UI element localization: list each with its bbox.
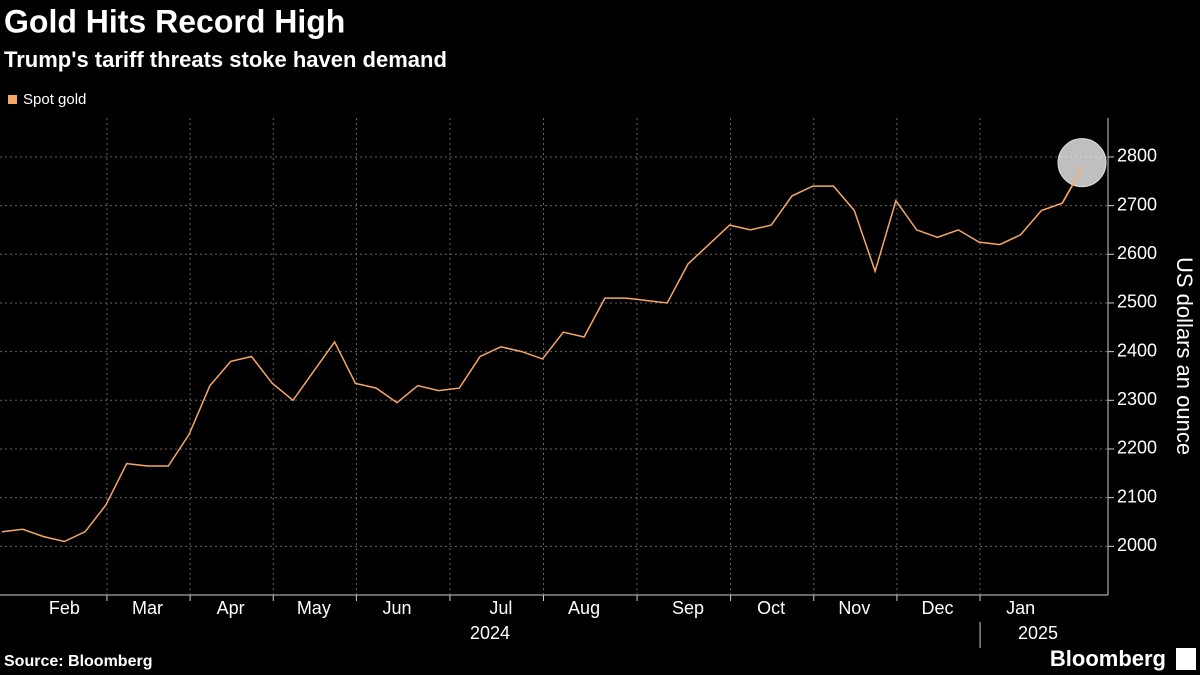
price-line bbox=[1, 166, 1084, 543]
x-tick-label: Jul bbox=[489, 598, 512, 618]
chart-subtitle: Trump's tariff threats stoke haven deman… bbox=[4, 47, 447, 72]
x-tick-label: Aug bbox=[568, 598, 600, 618]
x-tick-label: Mar bbox=[132, 598, 163, 618]
y-tick-label: 2000 bbox=[1117, 535, 1157, 555]
year-label: 2025 bbox=[1018, 623, 1058, 643]
x-tick-label: Feb bbox=[49, 598, 80, 618]
legend-label: Spot gold bbox=[23, 91, 86, 108]
source: Source: Bloomberg bbox=[4, 653, 152, 670]
x-tick-label: Jun bbox=[382, 598, 411, 618]
x-tick-label: Apr bbox=[217, 598, 245, 618]
y-axis-label: US dollars an ounce bbox=[1172, 257, 1197, 455]
y-tick-label: 2700 bbox=[1117, 194, 1157, 214]
y-tick-label: 2100 bbox=[1117, 486, 1157, 506]
brand: Bloomberg bbox=[1050, 646, 1166, 671]
y-tick-label: 2200 bbox=[1117, 438, 1157, 458]
y-tick-label: 2400 bbox=[1117, 340, 1157, 360]
x-tick-label: Nov bbox=[838, 598, 870, 618]
y-tick-label: 2800 bbox=[1117, 146, 1157, 166]
price-line-end bbox=[1061, 166, 1084, 204]
y-tick-label: 2500 bbox=[1117, 292, 1157, 312]
chart-title: Gold Hits Record High bbox=[4, 3, 345, 39]
x-tick-label: May bbox=[297, 598, 331, 618]
y-tick-label: 2600 bbox=[1117, 243, 1157, 263]
x-tick-label: Sep bbox=[672, 598, 704, 618]
x-tick-label: Jan bbox=[1006, 598, 1035, 618]
x-tick-label: Dec bbox=[921, 598, 953, 618]
year-label: 2024 bbox=[470, 623, 510, 643]
legend-swatch bbox=[8, 95, 17, 104]
x-tick-label: Oct bbox=[757, 598, 785, 618]
highlight-circle bbox=[1057, 138, 1107, 188]
y-tick-label: 2300 bbox=[1117, 389, 1157, 409]
brand-icon bbox=[1176, 648, 1196, 670]
